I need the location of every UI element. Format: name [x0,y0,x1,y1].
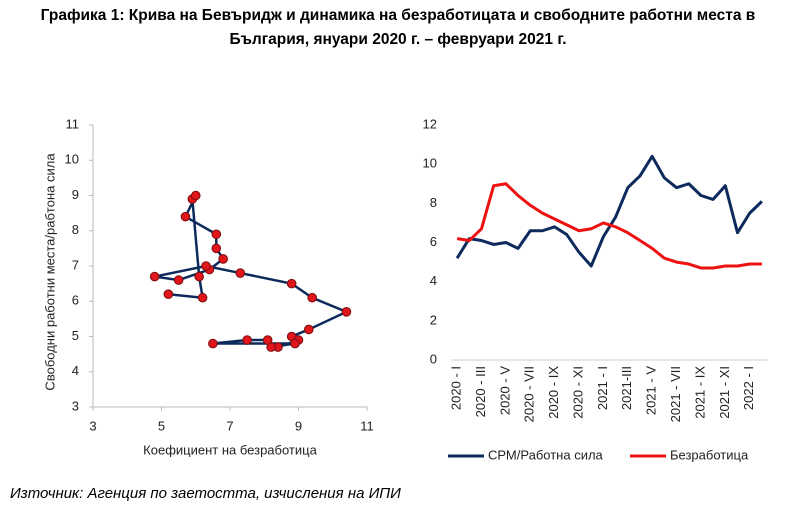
y-tick-label: 8 [430,195,437,210]
y-tick-label: 4 [430,273,437,288]
y-tick-label: 8 [72,222,79,237]
x-tick-label: 2020 - IX [546,366,561,419]
point [201,261,211,271]
point [211,229,222,240]
point [180,211,191,222]
source: Източник: Агенция по заетостта, изчислен… [10,485,401,502]
x-tick-label: 2021 - I [595,366,610,410]
point [163,289,174,300]
x-tick-label: 2020 - XI [570,366,585,419]
x-tick-label: 2020 - III [473,366,488,417]
legend-label: СРМ/Работна сила [488,447,604,462]
series-line [455,154,763,268]
x-tick-label: 11 [360,418,374,433]
point [194,271,204,282]
x-tick-label: 7 [226,418,233,433]
x-tick-label: 2021 - XI [717,366,732,419]
point [235,268,246,278]
point [307,292,318,303]
y-tick-label: 6 [430,234,437,249]
x-tick-label: 5 [158,418,165,433]
x-tick-label: 2021 - V [644,366,659,415]
point [173,275,184,285]
x-tick-label: 2020 - V [497,366,512,415]
x-tick-label: 2022 - I [741,366,756,410]
series-line [456,182,762,270]
y-tick-label: 0 [430,351,437,366]
x-tick-label: 3 [89,418,96,433]
y-tick-label: 10 [423,156,437,171]
y-tick-label: 10 [65,152,79,167]
x-tick-label: 2021 - IX [692,366,707,419]
x-tick-label: 9 [295,418,302,433]
point [197,292,208,303]
y-tick-label: 4 [72,363,79,378]
point [286,278,297,289]
y-tick-label: 3 [72,398,79,413]
point [211,243,222,254]
chart-title: България, януари 2020 г. – февруари 2021… [229,31,566,48]
x-tick-label: 2020 - VII [522,366,537,422]
point [303,324,314,335]
x-tick-label: 2021 - VII [668,366,683,422]
y-tick-label: 5 [72,328,79,343]
x-tick-label: 2020 - I [449,366,464,410]
y-tick-label: 9 [72,187,79,202]
x-axis-label: Коефициент на безработица [143,442,317,457]
x-tick-label: 2021-III [619,366,634,410]
point [208,338,218,349]
point [242,335,252,345]
y-axis-label: Свободни работни места/рабтона сила [42,153,57,391]
y-tick-label: 2 [430,312,437,327]
point [190,190,201,201]
point [218,254,228,264]
point [149,271,160,282]
point [341,307,352,317]
y-tick-label: 6 [72,293,79,308]
y-tick-label: 12 [423,116,437,131]
chart-title: Графика 1: Крива на Бевъридж и динамика … [41,7,756,24]
legend-label: Безработица [670,447,749,462]
point [262,335,273,345]
point [290,338,300,349]
y-tick-label: 7 [72,257,79,272]
y-tick-label: 11 [66,116,80,131]
